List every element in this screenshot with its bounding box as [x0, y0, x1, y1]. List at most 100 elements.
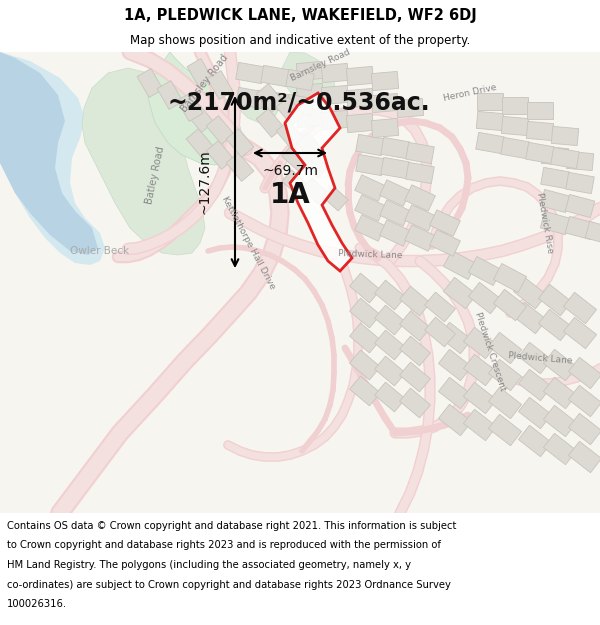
Bar — [476, 111, 503, 131]
Polygon shape — [148, 52, 242, 165]
Bar — [350, 298, 380, 328]
Bar — [322, 63, 349, 82]
Bar — [226, 152, 254, 181]
Bar — [518, 369, 551, 401]
Polygon shape — [0, 52, 98, 255]
Text: 1A, PLEDWICK LANE, WAKEFIELD, WF2 6DJ: 1A, PLEDWICK LANE, WAKEFIELD, WF2 6DJ — [124, 8, 476, 23]
Bar — [430, 210, 460, 236]
Bar — [374, 305, 406, 335]
Bar — [463, 382, 497, 414]
Bar — [207, 71, 233, 99]
Bar — [502, 96, 528, 114]
Text: Kettlethorpe Hall Drive: Kettlethorpe Hall Drive — [220, 195, 277, 291]
Bar — [526, 121, 554, 141]
Bar — [276, 121, 304, 149]
Text: Contains OS data © Crown copyright and database right 2021. This information is : Contains OS data © Crown copyright and d… — [7, 521, 457, 531]
Bar — [463, 354, 497, 386]
Text: ~127.6m: ~127.6m — [198, 149, 212, 214]
Bar — [186, 104, 214, 132]
Text: 100026316.: 100026316. — [7, 599, 67, 609]
Text: to Crown copyright and database rights 2023 and is reproduced with the permissio: to Crown copyright and database rights 2… — [7, 541, 441, 551]
Bar — [538, 284, 572, 316]
Bar — [302, 152, 328, 178]
Text: Map shows position and indicative extent of the property.: Map shows position and indicative extent… — [130, 34, 470, 47]
Text: Pledwick Crescent: Pledwick Crescent — [473, 311, 507, 392]
Bar — [380, 200, 410, 226]
Text: Batley Road: Batley Road — [144, 145, 166, 205]
Bar — [157, 81, 183, 109]
Bar — [568, 441, 600, 472]
Bar — [526, 142, 554, 164]
Text: Barnsley Road: Barnsley Road — [289, 48, 351, 82]
Bar — [355, 175, 385, 201]
Bar — [518, 425, 551, 457]
Bar — [565, 216, 595, 239]
Bar — [350, 376, 380, 406]
Bar — [541, 146, 569, 166]
Bar — [177, 92, 203, 121]
Bar — [350, 323, 380, 353]
Bar — [439, 349, 472, 381]
Bar — [565, 194, 595, 218]
Text: ~69.7m: ~69.7m — [262, 164, 318, 178]
Bar — [469, 256, 502, 286]
Bar — [322, 185, 348, 211]
Bar — [544, 433, 577, 465]
Bar — [397, 98, 424, 118]
Bar — [544, 378, 577, 409]
Bar — [322, 111, 349, 129]
Bar — [439, 322, 472, 354]
Bar — [296, 83, 323, 102]
Bar — [400, 286, 430, 316]
Bar — [463, 409, 497, 441]
Bar — [137, 69, 163, 98]
Bar — [439, 378, 472, 409]
Bar — [541, 168, 569, 189]
Bar — [540, 189, 570, 213]
Bar — [493, 289, 527, 321]
Bar — [400, 388, 430, 418]
Bar — [514, 278, 547, 309]
Bar — [380, 180, 410, 206]
Bar — [374, 382, 406, 412]
Text: co-ordinates) are subject to Crown copyright and database rights 2023 Ordnance S: co-ordinates) are subject to Crown copyr… — [7, 579, 451, 589]
Bar — [256, 109, 284, 138]
Bar — [406, 142, 434, 164]
Bar — [346, 66, 374, 86]
Bar — [286, 94, 314, 116]
Bar — [488, 414, 521, 446]
Bar — [518, 342, 551, 374]
Bar — [568, 413, 600, 445]
Bar — [371, 93, 398, 112]
Bar — [443, 278, 476, 309]
Bar — [544, 405, 577, 437]
Bar — [356, 154, 384, 176]
Text: Pledwick Lane: Pledwick Lane — [508, 351, 572, 365]
Bar — [371, 71, 398, 91]
Bar — [186, 129, 214, 158]
Bar — [551, 148, 579, 169]
Bar — [296, 132, 324, 161]
Bar — [493, 264, 527, 292]
Bar — [585, 221, 600, 244]
Bar — [236, 62, 264, 84]
Bar — [226, 129, 254, 158]
Bar — [371, 118, 398, 138]
Bar — [566, 151, 593, 171]
Bar — [322, 86, 349, 104]
Bar — [296, 61, 323, 81]
Bar — [236, 88, 264, 109]
Bar — [469, 282, 502, 314]
Bar — [355, 195, 385, 221]
Bar — [346, 88, 374, 107]
Bar — [296, 108, 323, 127]
Bar — [286, 69, 314, 91]
Bar — [187, 59, 213, 88]
Bar — [439, 404, 472, 436]
Bar — [430, 230, 460, 256]
Polygon shape — [282, 52, 335, 105]
Bar — [443, 251, 476, 279]
Bar — [400, 311, 430, 341]
Text: Pledwick Rise: Pledwick Rise — [535, 192, 555, 254]
Bar — [501, 138, 529, 159]
